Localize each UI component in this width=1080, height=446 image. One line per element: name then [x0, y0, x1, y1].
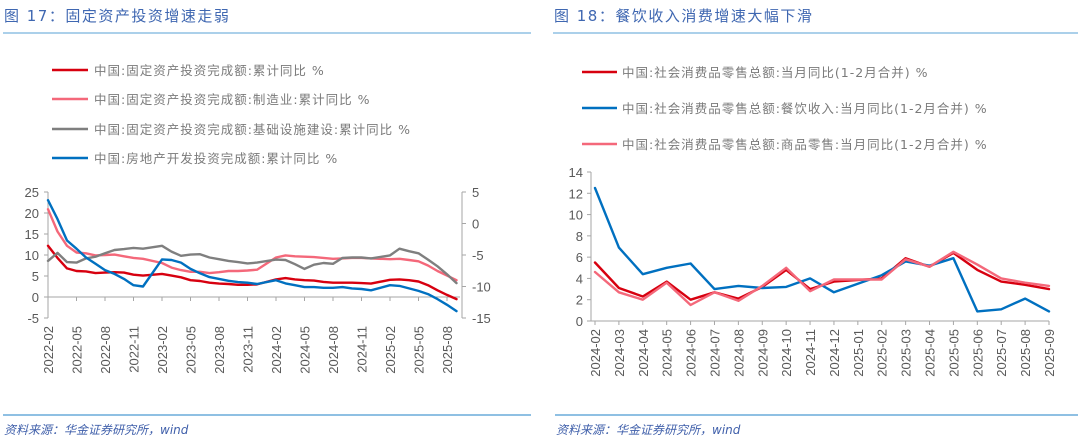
y-tick-label: 25 — [25, 185, 39, 200]
y-tick-label: 0 — [32, 290, 39, 305]
x-tick-label: 2024-08 — [731, 329, 746, 377]
x-tick-label: 2025-08 — [1018, 329, 1033, 377]
x-tick-label: 2024-05 — [298, 326, 313, 374]
y-tick-label: 4 — [576, 271, 583, 286]
x-tick-label: 2022-02 — [41, 326, 56, 374]
y-tick-label: 10 — [25, 248, 39, 263]
x-tick-label: 2025-04 — [923, 329, 938, 377]
x-tick-label: 2025-07 — [994, 329, 1009, 377]
y-tick-label: 0 — [576, 314, 583, 329]
y2-tick-label: -5 — [472, 248, 484, 263]
x-tick-label: 2024-05 — [660, 329, 675, 377]
x-tick-label: 2025-05 — [946, 329, 961, 377]
legend-label: 中国:固定资产投资完成额:制造业:累计同比 % — [94, 92, 371, 107]
y-tick-label: 6 — [576, 250, 583, 265]
legend-label: 中国:社会消费品零售总额:当月同比(1-2月合并) % — [622, 65, 928, 80]
x-tick-label: 2023-02 — [155, 326, 170, 374]
x-tick-label: 2024-07 — [707, 329, 722, 377]
x-tick-label: 2024-04 — [636, 329, 651, 377]
right-chart: 14 12 10 8 6 4 2 0 2024-02 2024-03 2024-04 2024-05 2… — [569, 165, 1057, 377]
x-tick-label: 2024-03 — [612, 329, 627, 377]
x-tick-label: 2024-10 — [779, 329, 794, 377]
x-tick-label: 2024-11 — [803, 329, 818, 376]
legend-label: 中国:房地产开发投资完成额:累计同比 % — [94, 151, 338, 166]
x-tick-label: 2025-01 — [851, 329, 866, 377]
x-tick-label: 2025-02 — [875, 329, 890, 377]
left-panel: 图 17：固定资产投资增速走弱 中国:固定资产投资完成额:累计同比 %中国:固定… — [3, 7, 531, 437]
y-tick-label: 20 — [25, 206, 39, 221]
x-tick-label: 2024-02 — [588, 329, 603, 377]
right-legend: 中国:社会消费品零售总额:当月同比(1-2月合并) % 中国:社会消费品零售总额:… — [582, 65, 988, 152]
series-line-1 — [593, 186, 1051, 313]
series-line-1 — [46, 208, 458, 282]
legend-label: 中国:固定资产投资完成额:基础设施建设:累计同比 % — [94, 122, 411, 137]
left-footer-source: 资料来源：华金证券研究所，wind — [4, 423, 189, 437]
left-chart-title: 图 17：固定资产投资增速走弱 — [4, 7, 230, 25]
x-tick-label: 2024-12 — [827, 329, 842, 377]
legend-label: 中国:社会消费品零售总额:餐饮收入:当月同比(1-2月合并) % — [622, 101, 988, 116]
y2-tick-label: -10 — [472, 280, 491, 295]
y-tick-label: 8 — [576, 229, 583, 244]
x-tick-label: 2024-09 — [755, 329, 770, 377]
x-tick-label: 2022-08 — [98, 326, 113, 374]
x-tick-label: 2022-05 — [70, 326, 85, 374]
y-tick-label: 15 — [25, 227, 39, 242]
x-tick-label: 2023-05 — [184, 326, 199, 374]
y2-tick-label: 5 — [472, 185, 479, 200]
y-tick-label: -5 — [27, 311, 39, 326]
x-tick-label: 2025-05 — [412, 326, 427, 374]
x-tick-label: 2024-02 — [269, 326, 284, 374]
series-line-2 — [593, 250, 1051, 307]
x-tick-label: 2025-03 — [899, 329, 914, 377]
series-line-2 — [46, 244, 458, 285]
right-footer-source: 资料来源：华金证券研究所，wind — [556, 423, 741, 437]
series-line-0 — [593, 251, 1051, 301]
x-tick-label: 2023-11 — [241, 326, 256, 373]
y2-tick-label: -15 — [472, 311, 491, 326]
x-tick-label: 2024-11 — [355, 326, 370, 373]
x-tick-label: 2022-11 — [127, 326, 142, 373]
left-legend: 中国:固定资产投资完成额:累计同比 % 中国:固定资产投资完成额:制造业:累计同比… — [52, 63, 411, 166]
right-chart-title: 图 18：餐饮收入消费增速大幅下滑 — [554, 7, 813, 25]
y-tick-label: 10 — [569, 208, 583, 223]
x-tick-label: 2025-06 — [970, 329, 985, 377]
x-tick-label: 2023-08 — [212, 326, 227, 374]
x-tick-label: 2025-02 — [383, 326, 398, 374]
x-tick-label: 2025-08 — [440, 326, 455, 374]
x-tick-label: 2024-08 — [326, 326, 341, 374]
y-tick-label: 14 — [569, 165, 583, 180]
legend-label: 中国:固定资产投资完成额:累计同比 % — [94, 63, 325, 78]
y2-tick-label: 0 — [472, 217, 479, 232]
left-chart: 25 20 15 10 5 0 -5 5 0 -5 -10 -15 2022-02 2022-05 2022… — [25, 185, 491, 374]
legend-label: 中国:社会消费品零售总额:商品零售:当月同比(1-2月合并) % — [622, 137, 988, 152]
x-tick-label: 2024-06 — [684, 329, 699, 377]
y-tick-label: 5 — [32, 269, 39, 284]
y-tick-label: 12 — [569, 186, 583, 201]
right-panel: 图 18：餐饮收入消费增速大幅下滑 中国:社会消费品零售总额:当月同比(1-2月… — [553, 7, 1078, 437]
x-tick-label: 2025-09 — [1042, 329, 1057, 377]
series-line-3 — [46, 199, 458, 313]
y-tick-label: 2 — [576, 293, 583, 308]
